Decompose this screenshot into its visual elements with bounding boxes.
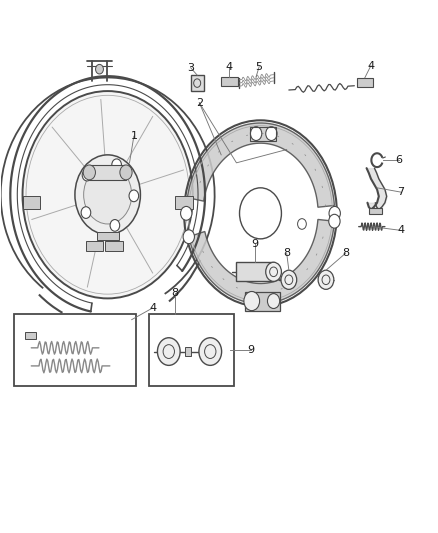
Circle shape bbox=[82, 169, 92, 181]
Circle shape bbox=[329, 214, 340, 228]
Text: 2: 2 bbox=[196, 98, 203, 108]
Circle shape bbox=[157, 338, 180, 366]
Text: 4: 4 bbox=[367, 61, 374, 70]
Circle shape bbox=[268, 294, 280, 309]
Circle shape bbox=[183, 230, 194, 244]
Text: 7: 7 bbox=[397, 187, 404, 197]
Bar bbox=[25, 332, 35, 340]
Circle shape bbox=[266, 127, 277, 141]
Bar bbox=[89, 165, 126, 180]
Bar bbox=[149, 314, 234, 386]
Bar bbox=[369, 208, 382, 214]
Circle shape bbox=[129, 190, 139, 201]
Circle shape bbox=[244, 292, 260, 311]
Circle shape bbox=[110, 220, 120, 231]
Bar bbox=[357, 78, 373, 87]
Text: 9: 9 bbox=[251, 239, 258, 248]
Circle shape bbox=[297, 219, 306, 229]
Circle shape bbox=[180, 206, 192, 220]
Circle shape bbox=[81, 207, 91, 219]
Bar bbox=[175, 197, 193, 209]
Text: 4: 4 bbox=[226, 62, 233, 71]
Bar bbox=[250, 127, 276, 141]
Circle shape bbox=[120, 165, 132, 180]
Text: 8: 8 bbox=[342, 248, 349, 258]
Bar bbox=[14, 314, 136, 386]
Bar bbox=[237, 262, 274, 281]
Bar bbox=[106, 241, 123, 251]
Text: 8: 8 bbox=[171, 288, 178, 298]
Bar bbox=[23, 197, 40, 209]
Text: 9: 9 bbox=[247, 345, 254, 355]
Text: 1: 1 bbox=[131, 131, 138, 141]
Circle shape bbox=[83, 165, 95, 180]
Circle shape bbox=[75, 155, 141, 235]
Circle shape bbox=[240, 188, 282, 239]
Text: 8: 8 bbox=[283, 248, 290, 258]
Text: 6: 6 bbox=[396, 155, 403, 165]
Circle shape bbox=[84, 165, 132, 224]
Bar bbox=[185, 348, 191, 356]
Text: 4: 4 bbox=[397, 225, 404, 236]
Text: 4: 4 bbox=[149, 303, 156, 313]
Text: 5: 5 bbox=[256, 62, 263, 71]
Circle shape bbox=[318, 270, 334, 289]
Circle shape bbox=[329, 206, 340, 220]
Text: 3: 3 bbox=[187, 63, 194, 72]
Circle shape bbox=[281, 270, 297, 289]
Circle shape bbox=[251, 127, 262, 141]
Circle shape bbox=[112, 159, 121, 171]
Polygon shape bbox=[187, 123, 335, 207]
Circle shape bbox=[22, 91, 193, 298]
Bar bbox=[97, 232, 119, 240]
Bar bbox=[86, 241, 103, 251]
Circle shape bbox=[199, 338, 222, 366]
Bar bbox=[191, 75, 204, 91]
Circle shape bbox=[95, 64, 103, 74]
Bar bbox=[245, 292, 280, 311]
Bar bbox=[221, 77, 238, 86]
Polygon shape bbox=[189, 220, 335, 304]
Circle shape bbox=[266, 262, 282, 281]
